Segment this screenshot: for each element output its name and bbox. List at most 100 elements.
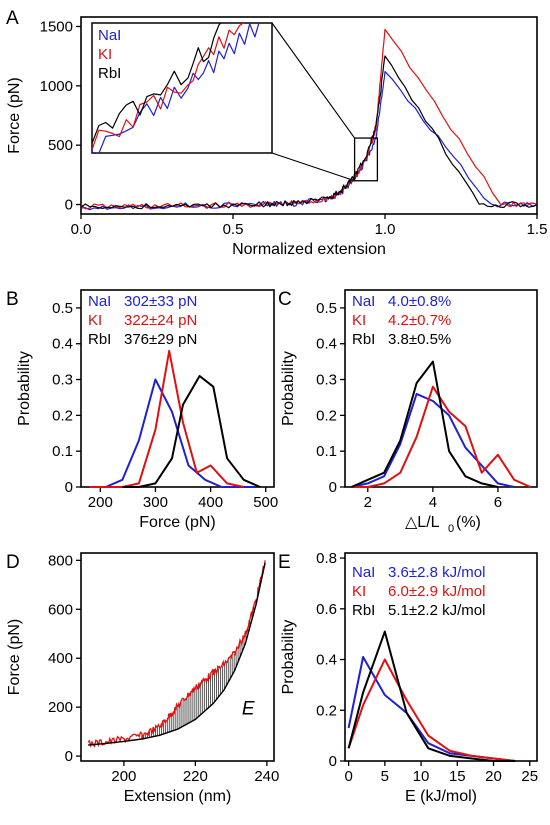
- y-tick-label: 0.6: [316, 601, 337, 618]
- y-tick-label: 0.3: [52, 372, 73, 389]
- legend-entry-nai: NaI: [98, 27, 121, 44]
- x-tick-label: 5: [381, 768, 389, 785]
- legend-stat-rbi: 376±29 pN: [124, 331, 197, 348]
- y-tick-label: 500: [48, 137, 73, 154]
- legend-name-rbi: RbI: [352, 602, 375, 619]
- y-axis-label: Force (pN): [6, 77, 23, 153]
- x-tick-label: 2: [364, 494, 372, 511]
- energy-annotation: E: [242, 699, 255, 720]
- panel-b-axes: 200 300 400 500 0 0.1 0.2 0.3 0.4 0.5 Force (pN) Pr…: [16, 289, 278, 531]
- series-trace-data: [87, 560, 266, 748]
- y-tick-label: 0.1: [52, 443, 73, 460]
- x-tick-label: 0.5: [223, 221, 244, 238]
- plot-frame: [80, 552, 275, 762]
- series-line-rbi: [347, 630, 516, 762]
- panel-e-axes: 0 5 10 15 20 25 0 0.2 0.4 0.6 0.8 E (kJ/mol) Probabi…: [280, 550, 538, 805]
- x-tick-label: 10: [413, 768, 430, 785]
- x-tick-label: 15: [449, 768, 466, 785]
- zoom-connector: [271, 152, 355, 182]
- legend-stat-nai: 4.0±0.8%: [388, 293, 451, 310]
- x-tick-label: 6: [494, 494, 502, 511]
- panel-a-axes: 0.0 0.5 1.0 1.5 0 500 1000 1500 Normalized exten…: [6, 16, 548, 258]
- y-tick-label: 0.3: [316, 372, 337, 389]
- y-tick-label: 0.4: [316, 336, 337, 353]
- x-tick-label: 500: [253, 494, 278, 511]
- y-axis-label: Probability: [280, 620, 297, 695]
- x-tick-label: 200: [111, 768, 136, 785]
- series-line-rbi: [351, 360, 499, 488]
- x-tick-label: 0: [344, 768, 352, 785]
- y-tick-label: 0: [65, 197, 73, 214]
- plot-frame: [344, 552, 538, 762]
- series-line-nai: [351, 392, 515, 488]
- y-tick-label: 200: [48, 699, 73, 716]
- x-axis-label-unit: (%): [456, 514, 481, 531]
- y-tick-label: 0.2: [316, 407, 337, 424]
- series-line-nai: [89, 378, 255, 488]
- y-tick-label: 800: [48, 552, 73, 569]
- y-tick-label: 0.8: [316, 550, 337, 567]
- x-tick-label: 20: [485, 768, 502, 785]
- x-tick-label: 0.0: [71, 221, 92, 238]
- legend-name-rbi: RbI: [352, 331, 375, 348]
- legend-name-rbi: RbI: [88, 331, 111, 348]
- x-axis-label: Normalized extension: [232, 241, 386, 258]
- series-line-ki: [351, 385, 531, 488]
- x-tick-label: 1.0: [375, 221, 396, 238]
- panel-c-axes: 2 4 6 0 0.1 0.2 0.3 0.4 0.5 Probability: [280, 289, 538, 511]
- x-tick-label: 4: [429, 494, 437, 511]
- x-tick-label: 240: [254, 768, 279, 785]
- x-tick-label: 400: [198, 494, 223, 511]
- plot-frame: [80, 16, 538, 215]
- y-axis-label: Probability: [280, 351, 297, 426]
- y-axis-label: Probability: [16, 351, 33, 426]
- legend-stat-ki: 4.2±0.7%: [388, 312, 451, 329]
- legend-stat-nai: 302±33 pN: [124, 293, 197, 310]
- y-tick-label: 0.4: [52, 336, 73, 353]
- panel-label-d: D: [6, 552, 20, 573]
- series-line-ki: [89, 349, 244, 488]
- x-tick-label: 1.5: [527, 221, 548, 238]
- x-tick-label: 25: [521, 768, 538, 785]
- y-tick-label: 0: [65, 479, 73, 496]
- legend-stat-nai: 3.6±2.8 kJ/mol: [388, 564, 485, 581]
- panel-label-e: E: [278, 552, 291, 573]
- legend-stat-ki: 6.0±2.9 kJ/mol: [388, 583, 485, 600]
- y-tick-label: 0.5: [52, 300, 73, 317]
- x-axis-label-subscript: 0: [448, 523, 454, 535]
- y-tick-label: 600: [48, 601, 73, 618]
- y-axis-label: Force (pN): [6, 619, 23, 695]
- plot-frame: [344, 289, 538, 488]
- legend-entry-ki: KI: [98, 46, 112, 63]
- x-tick-label: 300: [143, 494, 168, 511]
- legend-name-ki: KI: [352, 312, 366, 329]
- x-tick-label: 220: [183, 768, 208, 785]
- panel-label-a: A: [6, 8, 19, 29]
- x-axis-label: Extension (nm): [124, 788, 232, 805]
- series-line-fit: [88, 562, 266, 746]
- panel-label-b: B: [6, 289, 19, 310]
- series-trace-ki: [80, 28, 538, 210]
- x-tick-label: 200: [88, 494, 113, 511]
- y-tick-label: 1000: [40, 78, 73, 95]
- x-axis-label: E (kJ/mol): [405, 788, 477, 805]
- y-tick-label: 0.4: [316, 652, 337, 669]
- y-tick-label: 0.2: [52, 407, 73, 424]
- legend-name-ki: KI: [352, 583, 366, 600]
- y-tick-label: 400: [48, 650, 73, 667]
- y-tick-label: 0: [329, 753, 337, 770]
- legend-name-ki: KI: [88, 312, 102, 329]
- x-axis-label: Force (pN): [139, 514, 215, 531]
- y-tick-label: 1500: [40, 18, 73, 35]
- legend-entry-rbi: RbI: [98, 65, 121, 82]
- zoom-connector: [271, 22, 356, 139]
- legend-name-nai: NaI: [352, 564, 375, 581]
- zoom-region: [353, 137, 379, 182]
- series-line-rbi: [122, 375, 261, 488]
- panel-label-c: C: [278, 289, 292, 310]
- y-tick-label: 0.5: [316, 300, 337, 317]
- y-tick-label: 0: [329, 479, 337, 496]
- legend-stat-rbi: 5.1±2.2 kJ/mol: [388, 602, 485, 619]
- y-tick-label: 0.1: [316, 443, 337, 460]
